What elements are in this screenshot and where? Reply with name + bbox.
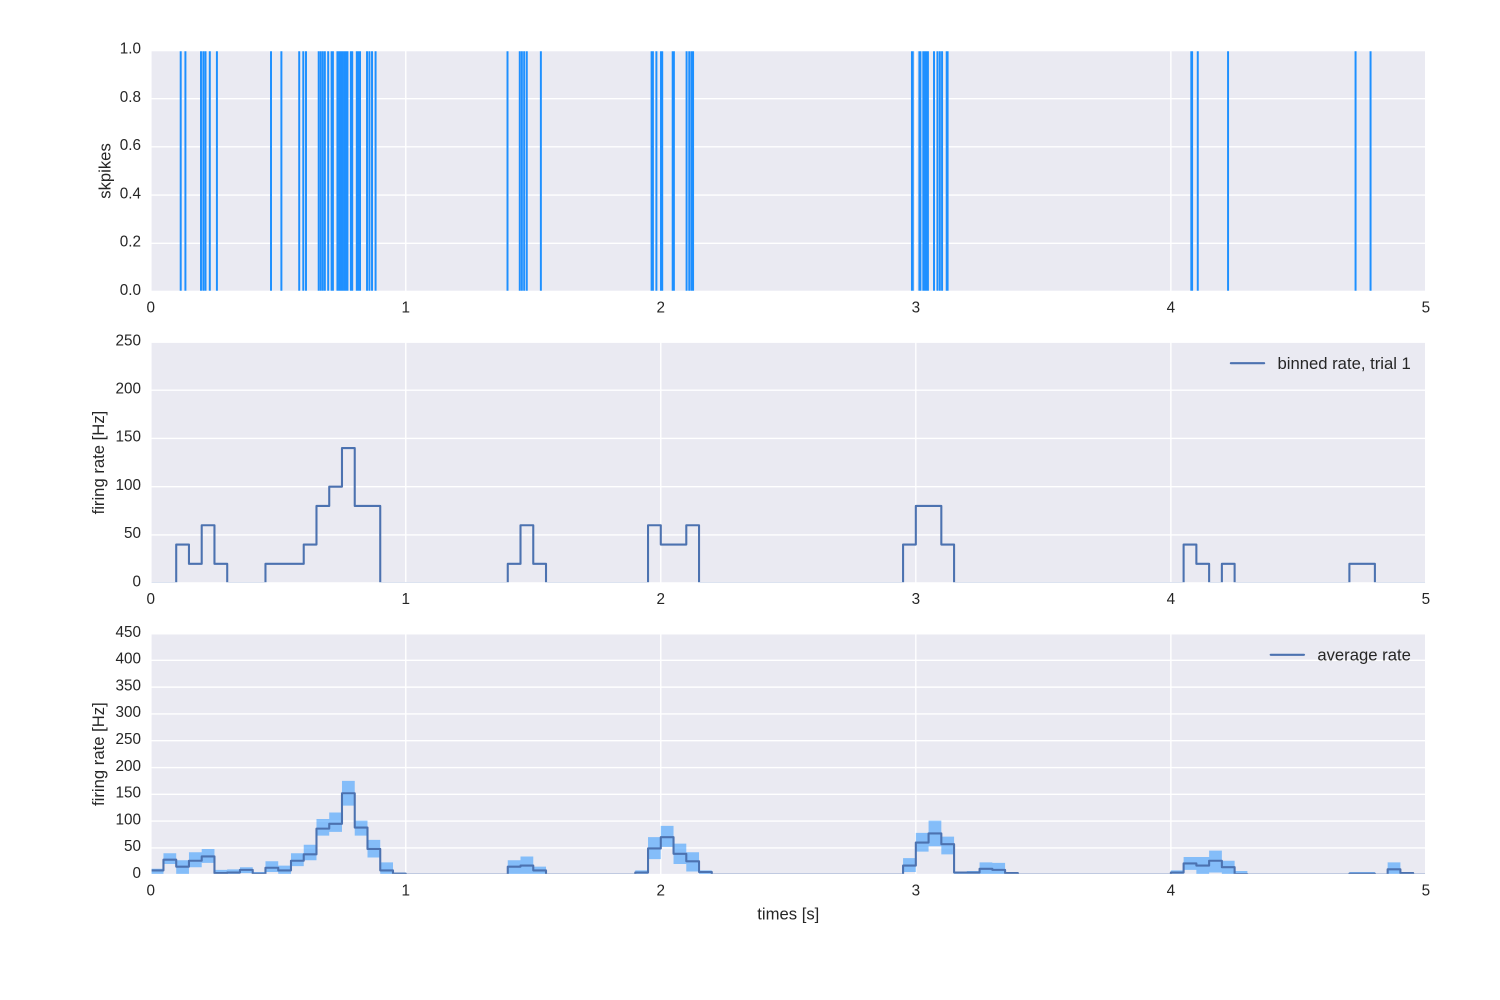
svg-text:4: 4 — [1167, 882, 1176, 899]
svg-text:firing rate [Hz]: firing rate [Hz] — [89, 411, 108, 515]
svg-text:0: 0 — [146, 882, 155, 899]
svg-text:0.8: 0.8 — [120, 89, 141, 106]
svg-text:4: 4 — [1167, 299, 1176, 316]
svg-text:250: 250 — [115, 731, 140, 748]
svg-text:0: 0 — [132, 865, 141, 882]
svg-text:200: 200 — [115, 381, 140, 398]
svg-text:4: 4 — [1167, 591, 1176, 608]
svg-text:200: 200 — [115, 758, 140, 775]
svg-text:0: 0 — [132, 573, 141, 590]
svg-text:average rate: average rate — [1317, 646, 1411, 665]
svg-text:0.4: 0.4 — [120, 185, 142, 202]
svg-text:0: 0 — [146, 591, 155, 608]
svg-text:50: 50 — [124, 525, 141, 542]
svg-text:0.6: 0.6 — [120, 137, 141, 154]
svg-text:2: 2 — [657, 591, 666, 608]
svg-text:150: 150 — [115, 785, 140, 802]
svg-text:350: 350 — [115, 677, 140, 694]
svg-text:0: 0 — [146, 299, 155, 316]
svg-text:100: 100 — [115, 811, 140, 828]
svg-text:3: 3 — [912, 299, 921, 316]
svg-text:2: 2 — [657, 882, 666, 899]
svg-text:0.0: 0.0 — [120, 282, 141, 299]
svg-text:5: 5 — [1422, 299, 1431, 316]
svg-text:skpikes: skpikes — [96, 143, 115, 199]
svg-text:3: 3 — [912, 591, 921, 608]
svg-text:5: 5 — [1422, 882, 1431, 899]
svg-text:0.2: 0.2 — [120, 234, 141, 251]
svg-text:1: 1 — [401, 299, 409, 316]
svg-text:100: 100 — [115, 477, 140, 494]
svg-text:firing rate [Hz]: firing rate [Hz] — [89, 702, 108, 806]
svg-text:3: 3 — [912, 882, 921, 899]
svg-text:1: 1 — [401, 591, 409, 608]
svg-text:5: 5 — [1422, 591, 1431, 608]
svg-text:1: 1 — [401, 882, 409, 899]
svg-text:400: 400 — [115, 651, 140, 668]
svg-text:2: 2 — [657, 299, 666, 316]
svg-text:150: 150 — [115, 429, 140, 446]
svg-text:times [s]: times [s] — [757, 904, 819, 923]
svg-text:300: 300 — [115, 704, 140, 721]
svg-text:binned rate, trial 1: binned rate, trial 1 — [1277, 354, 1410, 373]
svg-text:50: 50 — [124, 838, 141, 855]
svg-text:250: 250 — [115, 332, 140, 349]
svg-text:450: 450 — [115, 624, 140, 641]
svg-text:1.0: 1.0 — [120, 41, 141, 58]
